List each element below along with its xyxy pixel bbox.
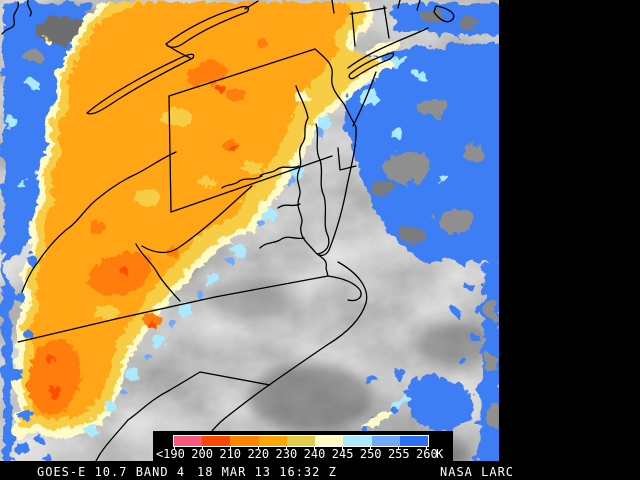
colorbar-tick bbox=[229, 447, 231, 450]
susquehanna-river bbox=[295, 85, 309, 119]
colorbar-label: 260 bbox=[416, 447, 438, 461]
colorbar-segment bbox=[371, 436, 400, 446]
ky-va-border bbox=[135, 243, 181, 302]
upper-potomac bbox=[221, 175, 263, 189]
delmarva-coast bbox=[315, 126, 357, 257]
va-coast bbox=[315, 252, 329, 277]
ma-south-border bbox=[349, 7, 387, 15]
nc-sc-border bbox=[127, 371, 271, 421]
colorbar-label: 255 bbox=[387, 447, 410, 461]
colorbar-label: 220 bbox=[247, 447, 270, 461]
colorbar-tick bbox=[285, 447, 287, 450]
colorbar-segment bbox=[286, 436, 316, 446]
credit-label: NASA LARC bbox=[440, 465, 515, 479]
colorbar-label: 230 bbox=[275, 447, 298, 461]
colorbar-label: 200 bbox=[191, 447, 213, 461]
colorbar-tick bbox=[370, 447, 372, 450]
st-lawrence-river bbox=[244, 0, 259, 10]
nj-coast bbox=[352, 71, 377, 127]
lake-huron-shore2 bbox=[27, 0, 32, 17]
colorbar-tick bbox=[314, 447, 315, 450]
james-river bbox=[259, 236, 305, 249]
mason-dixon-line bbox=[170, 155, 333, 213]
lake-erie bbox=[86, 53, 195, 115]
rappahannock-river bbox=[277, 203, 301, 209]
map-boundary-lines bbox=[1, 0, 455, 461]
colorbar-label: 240 bbox=[303, 447, 326, 461]
cloud-fringe-specks bbox=[9, 54, 409, 448]
ct-ny-border bbox=[351, 11, 356, 47]
colorbar-segment bbox=[399, 436, 428, 446]
colorbar-tick bbox=[173, 447, 175, 450]
chesapeake-east-shore bbox=[315, 123, 330, 255]
niagara-river bbox=[166, 44, 191, 59]
wv-va-border bbox=[141, 185, 253, 254]
sc-ga-border bbox=[95, 419, 129, 461]
satellite-map-canvas bbox=[0, 0, 499, 461]
colorbar-tick bbox=[426, 447, 428, 450]
cape-cod bbox=[433, 5, 455, 23]
potomac-river bbox=[259, 165, 300, 177]
new-england-lines bbox=[331, 0, 421, 14]
colorbar-label: 210 bbox=[219, 447, 242, 461]
outer-banks bbox=[326, 261, 368, 346]
long-island bbox=[348, 52, 395, 80]
va-nc-border bbox=[17, 275, 329, 343]
ct-ri-border bbox=[383, 5, 390, 39]
ct-coast bbox=[347, 27, 429, 69]
colorbar-tick bbox=[342, 447, 344, 450]
status-bar: GOES-E 10.7 BAND 4 18 MAR 13 16:32 Z NAS… bbox=[0, 461, 640, 480]
colorbar-gradient bbox=[173, 435, 429, 447]
colorbar-segment bbox=[258, 436, 287, 446]
lake-ontario bbox=[165, 5, 250, 48]
colorbar-tick bbox=[398, 447, 400, 450]
colorbar-segment bbox=[343, 436, 372, 446]
pa-north-border bbox=[168, 48, 316, 97]
colorbar-label: 190 bbox=[163, 447, 185, 461]
colorbar-label: 245 bbox=[331, 447, 354, 461]
colorbar-segment bbox=[174, 436, 203, 446]
temperature-colorbar: <190 200 210 220 230 240 245 250 255 260 K bbox=[153, 431, 453, 462]
colorbar-label: 250 bbox=[359, 447, 382, 461]
colorbar-less-than-label: < bbox=[156, 447, 164, 461]
colorbar-tick bbox=[201, 447, 203, 450]
chesapeake-west-shore bbox=[296, 117, 316, 253]
pa-west-border bbox=[168, 95, 172, 213]
colorbar-segment bbox=[202, 436, 231, 446]
colorbar-segment bbox=[315, 436, 344, 446]
ohio-river bbox=[21, 151, 177, 293]
colorbar-tick bbox=[257, 447, 259, 450]
timestamp-label: 18 MAR 13 16:32 Z bbox=[197, 465, 337, 479]
delaware-river bbox=[314, 48, 357, 128]
colorbar-unit-label: K bbox=[436, 447, 444, 461]
satellite-image: <190 200 210 220 230 240 245 250 255 260 K bbox=[0, 0, 499, 462]
lake-huron-shore bbox=[1, 1, 19, 35]
nc-sounds bbox=[327, 275, 362, 302]
product-label: GOES-E 10.7 BAND 4 bbox=[37, 465, 186, 479]
colorbar-segment bbox=[230, 436, 259, 446]
